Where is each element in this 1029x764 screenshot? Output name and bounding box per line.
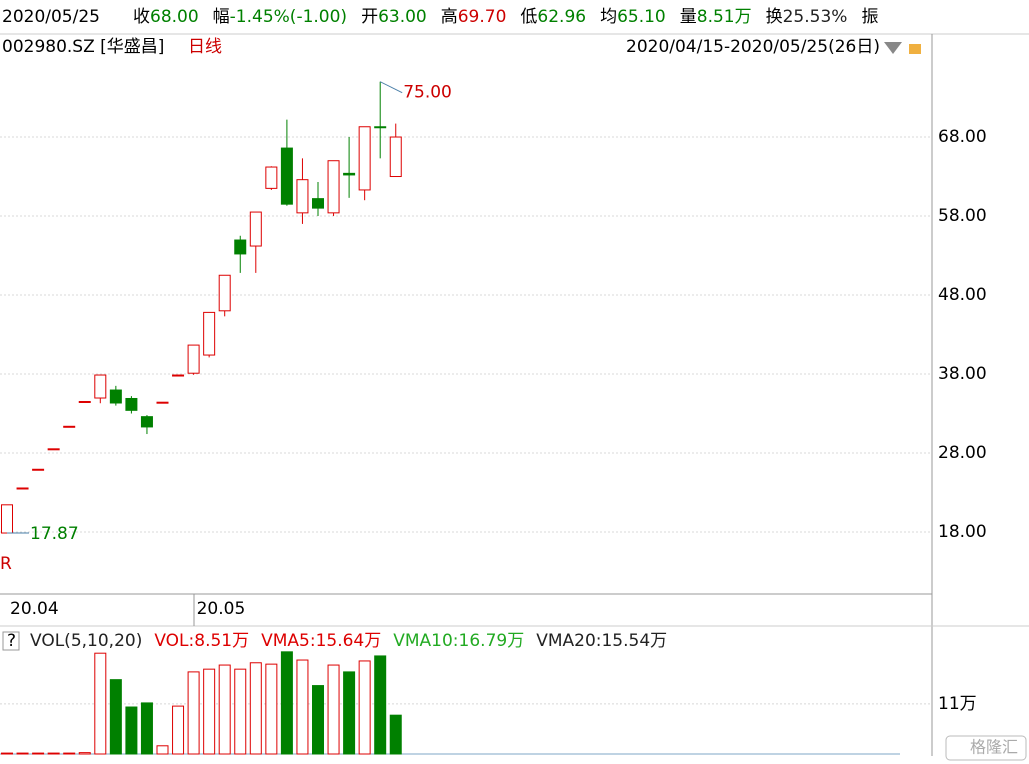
candle-body xyxy=(234,239,247,255)
volume-bar xyxy=(172,705,185,755)
volume-legend: VOL(5,10,20) xyxy=(30,631,142,651)
volume-bar xyxy=(374,655,387,755)
candle-body xyxy=(140,416,153,428)
volume-legend: VMA10:16.79万 xyxy=(393,631,524,651)
y-tick-label: 68.00 xyxy=(938,127,987,147)
header-value: 68.00 xyxy=(150,7,199,27)
volume-bar xyxy=(125,706,138,755)
candle-body xyxy=(16,487,29,490)
candle-body xyxy=(187,344,200,374)
volume-bar xyxy=(156,745,169,755)
candle-body xyxy=(47,448,60,451)
y-tick-label: 11万 xyxy=(938,694,977,714)
header-label: 量 xyxy=(680,7,697,27)
candle-body xyxy=(32,468,45,471)
y-tick-label: 48.00 xyxy=(938,285,987,305)
candle-body xyxy=(374,126,387,129)
candle-body xyxy=(265,166,278,189)
candle-body xyxy=(109,389,122,404)
header-label: 振 xyxy=(861,7,878,27)
volume-bar xyxy=(32,752,45,755)
volume-legend: VMA5:15.64万 xyxy=(261,631,381,651)
volume-bar xyxy=(47,752,60,755)
candle-body xyxy=(389,136,402,178)
annotation: 17.87 xyxy=(30,524,79,544)
candle-body xyxy=(63,425,76,428)
help-icon: ? xyxy=(7,631,16,651)
header-value: 69.70 xyxy=(458,7,507,27)
volume-bar xyxy=(234,668,247,755)
annotation-arrow xyxy=(379,81,403,94)
volume-bar xyxy=(343,671,356,755)
header-value: 65.10 xyxy=(617,7,666,27)
volume-bar xyxy=(16,752,29,755)
header-label: 幅 xyxy=(213,7,230,27)
volume-legend: VOL:8.51万 xyxy=(154,631,249,651)
watermark: 格隆汇 xyxy=(970,738,1018,757)
volume-bar xyxy=(358,660,371,755)
header-value: -1.45%(-1.00) xyxy=(230,7,347,27)
x-tick-label: 20.05 xyxy=(197,599,246,619)
candle-body xyxy=(78,400,91,403)
lock-icon[interactable] xyxy=(909,44,921,54)
candle-body xyxy=(327,160,340,214)
volume-legend: VMA20:15.54万 xyxy=(536,631,667,651)
candle-body xyxy=(312,198,324,209)
header-value: 8.51万 xyxy=(697,7,752,27)
candle-body xyxy=(358,126,371,191)
volume-bar xyxy=(63,752,76,755)
volume-bar xyxy=(203,668,216,755)
volume-bar xyxy=(265,663,278,755)
volume-bar xyxy=(94,652,107,755)
candle-body xyxy=(296,179,309,214)
volume-bar xyxy=(280,651,293,755)
header-value: 62.96 xyxy=(537,7,586,27)
candle-body xyxy=(218,274,231,312)
candle-body xyxy=(125,397,138,411)
volume-bar xyxy=(296,659,309,755)
header-label: 均 xyxy=(600,7,617,27)
volume-bar xyxy=(140,702,153,755)
volume-bar xyxy=(1,752,13,755)
candle-body xyxy=(94,374,107,399)
date: 2020/05/25 xyxy=(2,7,100,27)
header-value: 25.53% xyxy=(783,7,848,27)
volume-bar xyxy=(109,679,122,755)
y-tick-label: 38.00 xyxy=(938,364,987,384)
header-label: 换 xyxy=(766,7,783,27)
symbol: 002980.SZ [华盛昌] xyxy=(2,37,164,57)
candle-body xyxy=(249,211,262,247)
volume-bar xyxy=(218,664,231,755)
header-value: 63.00 xyxy=(378,7,427,27)
header-label: 开 xyxy=(361,7,378,27)
candle-body xyxy=(203,311,216,356)
header-label: 低 xyxy=(520,7,537,27)
volume-bar xyxy=(327,664,340,755)
candle-body xyxy=(156,401,169,404)
watermark-box xyxy=(945,735,1027,761)
y-tick-label: 28.00 xyxy=(938,443,987,463)
y-tick-label: 58.00 xyxy=(938,206,987,226)
volume-bar xyxy=(78,752,91,755)
x-tick-label: 20.04 xyxy=(10,599,59,619)
candle-body xyxy=(343,172,356,176)
volume-bar xyxy=(249,662,262,755)
period: 日线 xyxy=(188,37,222,57)
candle-body xyxy=(172,374,185,377)
marker: R xyxy=(0,554,12,574)
header-label: 收 xyxy=(133,7,150,27)
header-label: 高 xyxy=(441,7,458,27)
dropdown-icon[interactable] xyxy=(884,42,902,54)
volume-bar xyxy=(312,685,324,755)
annotation: 75.00 xyxy=(403,83,452,103)
y-tick-label: 18.00 xyxy=(938,522,987,542)
candle-body xyxy=(280,147,293,205)
help-box[interactable] xyxy=(2,631,20,651)
candle-body xyxy=(1,504,13,534)
volume-bar xyxy=(187,671,200,755)
date-range[interactable]: 2020/04/15-2020/05/25(26日) xyxy=(626,37,880,57)
volume-bar xyxy=(389,714,402,755)
